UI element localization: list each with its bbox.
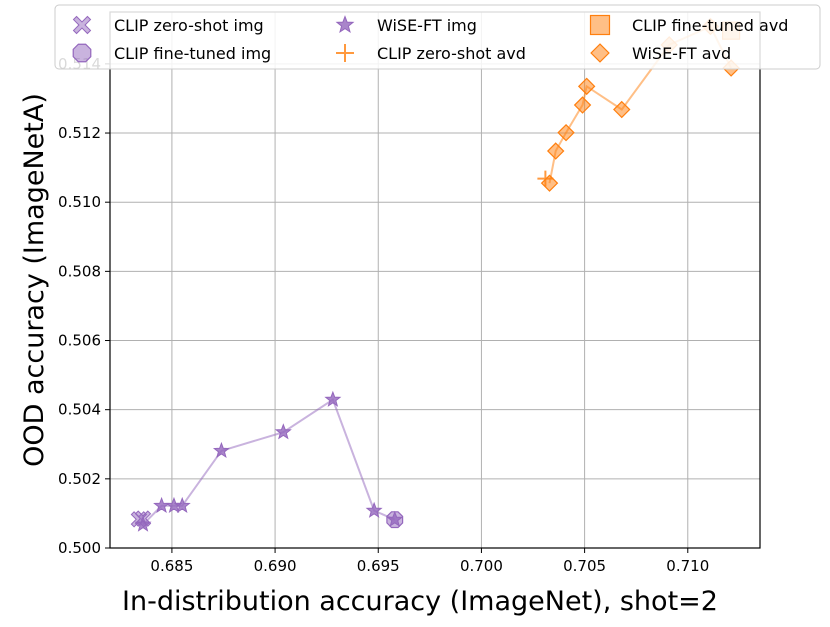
legend: CLIP zero-shot img CLIP fine-tuned img WiS…	[54, 4, 821, 70]
legend-marker	[72, 43, 92, 63]
x-tick-label: 0.705	[563, 557, 606, 575]
x-tick-label: 0.700	[460, 557, 503, 575]
legend-entry-wise-ft-avd: WiSE-FT avd	[590, 43, 731, 63]
data-point	[386, 510, 404, 527]
legend-entry-clip-zero-shot-img: CLIP zero-shot img	[72, 15, 264, 35]
y-tick-label: 0.510	[58, 193, 101, 211]
data-point	[577, 77, 596, 96]
y-tick-label: 0.504	[58, 401, 101, 419]
data-point	[173, 496, 191, 514]
y-tick-label: 0.506	[58, 332, 101, 350]
legend-label: WiSE-FT img	[377, 16, 477, 35]
data-point	[546, 142, 565, 160]
y-tick-label: 0.508	[58, 262, 101, 280]
data-point	[557, 123, 575, 142]
legend-label: CLIP fine-tuned avd	[632, 16, 788, 35]
legend-marker	[72, 15, 92, 35]
legend-label: WiSE-FT avd	[632, 44, 731, 63]
grid	[110, 12, 760, 549]
x-tick-label: 0.695	[357, 557, 400, 575]
axis-ticks: 0.685 0.690 0.695 0.700 0.705 0.710 0.500 0.502…	[58, 55, 709, 575]
data-point	[573, 96, 592, 114]
data-point	[134, 515, 152, 532]
plot-series	[130, 17, 741, 532]
x-tick-label: 0.685	[150, 557, 193, 575]
legend-label: CLIP fine-tuned img	[114, 44, 271, 63]
data-point	[212, 441, 230, 459]
data-point	[274, 423, 292, 440]
series-wise-ft-avd	[540, 17, 740, 192]
y-tick-label: 0.500	[58, 539, 101, 557]
legend-label: CLIP zero-shot avd	[377, 44, 526, 63]
data-point	[540, 174, 559, 192]
x-axis-title: In-distribution accuracy (ImageNet), sho…	[122, 586, 718, 617]
y-axis-title: OOD accuracy (ImageNetA)	[19, 93, 50, 467]
series-wise-ft-img	[134, 390, 404, 532]
y-tick-label: 0.502	[58, 470, 101, 488]
legend-marker	[589, 14, 611, 36]
legend-marker	[336, 44, 354, 62]
legend-box	[54, 4, 821, 70]
legend-entry-clip-fine-tuned-img: CLIP fine-tuned img	[72, 43, 271, 63]
x-tick-label: 0.690	[254, 557, 297, 575]
x-tick-label: 0.710	[666, 557, 709, 575]
data-point	[324, 390, 342, 407]
legend-entry-clip-zero-shot-avd: CLIP zero-shot avd	[336, 44, 526, 63]
legend-label: CLIP zero-shot img	[114, 16, 264, 35]
legend-entry-clip-fine-tuned-avd: CLIP fine-tuned avd	[589, 14, 788, 36]
legend-marker	[590, 43, 610, 63]
plot-frame	[109, 11, 761, 549]
legend-marker	[335, 15, 355, 34]
data-point	[365, 501, 383, 518]
legend-entry-wise-ft-img: WiSE-FT img	[335, 15, 477, 35]
y-tick-label: 0.512	[58, 124, 101, 142]
data-point	[613, 100, 631, 119]
